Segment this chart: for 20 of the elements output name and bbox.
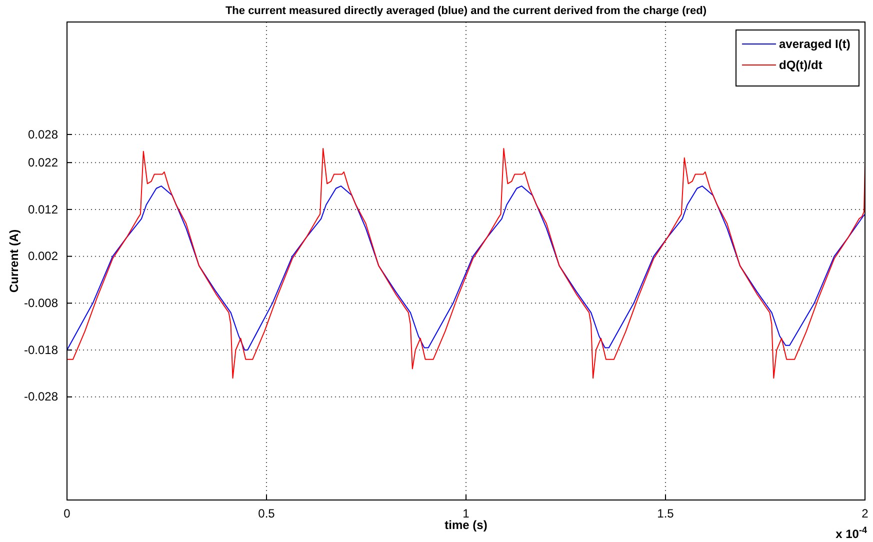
x-axis-title: time (s) xyxy=(444,518,488,532)
legend-label: averaged I(t) xyxy=(779,37,850,51)
x-tick-label: 0.5 xyxy=(258,506,276,521)
y-tick-label: 0.002 xyxy=(28,249,58,264)
x-tick-label: 1 xyxy=(462,506,470,521)
y-tick-label: -0.018 xyxy=(24,342,58,357)
y-tick-label: 0.028 xyxy=(28,127,58,142)
x-tick-label: 0 xyxy=(64,506,71,521)
y-axis-title: Current (A) xyxy=(7,229,21,293)
y-tick-label: -0.028 xyxy=(24,390,58,404)
text: x 10$^{-4}$ xyxy=(836,525,867,541)
line-series xyxy=(66,148,866,379)
chart-title: The current measured directly averaged (blue) and the current derived from the charge (red) xyxy=(225,5,707,17)
line-series xyxy=(66,186,866,351)
x-tick-label: 2 xyxy=(862,506,869,521)
y-tick-label: -0.008 xyxy=(24,296,58,310)
y-tick-label: 0.012 xyxy=(28,202,58,216)
y-tick-label: 0.022 xyxy=(28,155,58,170)
x-tick-label: 1.5 xyxy=(657,506,674,521)
legend-label: dQ(t)/dt xyxy=(779,58,822,72)
